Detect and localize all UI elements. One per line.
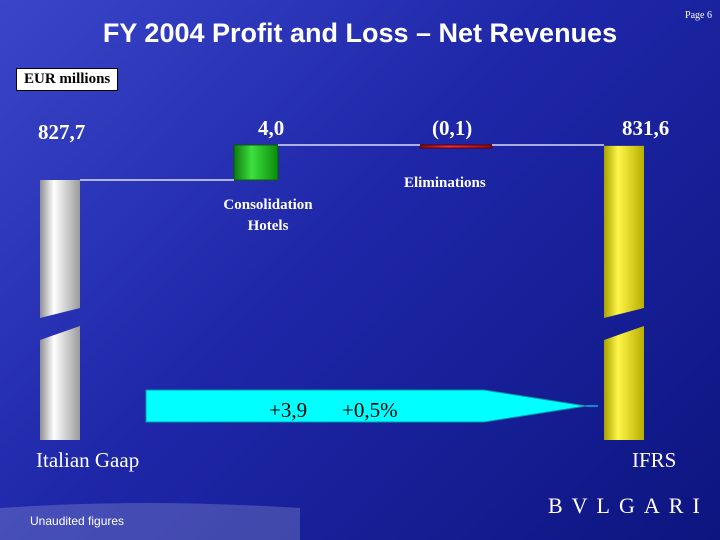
brand-logo: BVLGARI [548, 493, 709, 518]
bar-ifrs-upper [604, 145, 644, 318]
category-label-ifrs: IFRS [632, 448, 677, 472]
bar-italian-gaap-lower [40, 326, 80, 440]
variance-arrow [145, 389, 587, 423]
value-label-eliminations: (0,1) [432, 116, 473, 140]
bar-eliminations [419, 144, 493, 149]
arrow-change-label: +3,9 [269, 398, 308, 422]
bar-italian-gaap-upper [40, 180, 80, 318]
category-label-eliminations: Eliminations [404, 175, 486, 191]
value-label-ifrs: 831,6 [622, 116, 670, 140]
unit-label: EUR millions [16, 68, 119, 91]
bar-ifrs-lower [604, 326, 644, 440]
footer-band [0, 503, 300, 540]
slide-title: FY 2004 Profit and Loss – Net Revenues [102, 18, 618, 48]
arrow-pct-label: +0,5% [342, 398, 398, 422]
category-label-consolidation-hotels: Consolidation Hotels [223, 197, 313, 234]
bar-consolidation-hotels [233, 144, 279, 181]
value-label-italian-gaap: 827,7 [38, 120, 86, 144]
value-label-consolidation-hotels: 4,0 [258, 116, 285, 140]
category-label-italian-gaap: Italian Gaap [36, 448, 140, 472]
page-number: Page 6 [685, 10, 712, 21]
footer-note: Unaudited figures [30, 514, 125, 528]
